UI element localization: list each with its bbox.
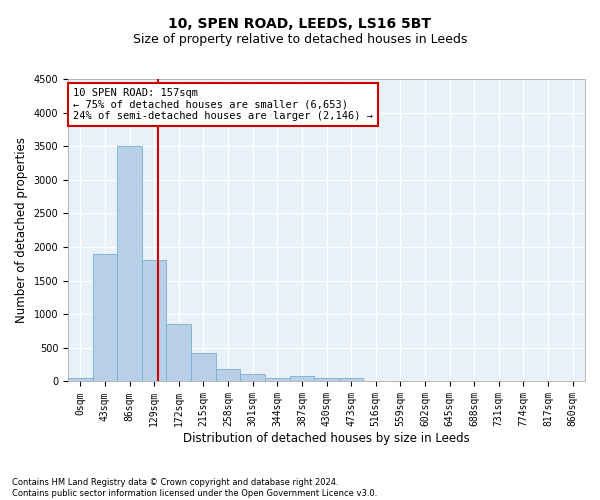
Bar	[314, 378, 339, 382]
Bar	[92, 254, 117, 382]
Bar	[191, 352, 216, 382]
X-axis label: Distribution of detached houses by size in Leeds: Distribution of detached houses by size …	[183, 432, 470, 445]
Bar	[560, 381, 585, 382]
Y-axis label: Number of detached properties: Number of detached properties	[15, 137, 28, 323]
Bar	[339, 378, 364, 382]
Bar	[536, 381, 560, 382]
Bar	[364, 381, 388, 382]
Bar	[166, 324, 191, 382]
Bar	[68, 378, 92, 382]
Bar	[487, 381, 511, 382]
Bar	[142, 260, 166, 382]
Bar	[216, 368, 241, 382]
Bar	[117, 146, 142, 382]
Bar	[290, 376, 314, 382]
Bar	[413, 381, 437, 382]
Text: 10 SPEN ROAD: 157sqm
← 75% of detached houses are smaller (6,653)
24% of semi-de: 10 SPEN ROAD: 157sqm ← 75% of detached h…	[73, 88, 373, 122]
Text: Contains HM Land Registry data © Crown copyright and database right 2024.
Contai: Contains HM Land Registry data © Crown c…	[12, 478, 377, 498]
Bar	[388, 381, 413, 382]
Bar	[462, 381, 487, 382]
Bar	[437, 381, 462, 382]
Text: Size of property relative to detached houses in Leeds: Size of property relative to detached ho…	[133, 32, 467, 46]
Text: 10, SPEN ROAD, LEEDS, LS16 5BT: 10, SPEN ROAD, LEEDS, LS16 5BT	[169, 18, 431, 32]
Bar	[511, 381, 536, 382]
Bar	[241, 374, 265, 382]
Bar	[265, 378, 290, 382]
